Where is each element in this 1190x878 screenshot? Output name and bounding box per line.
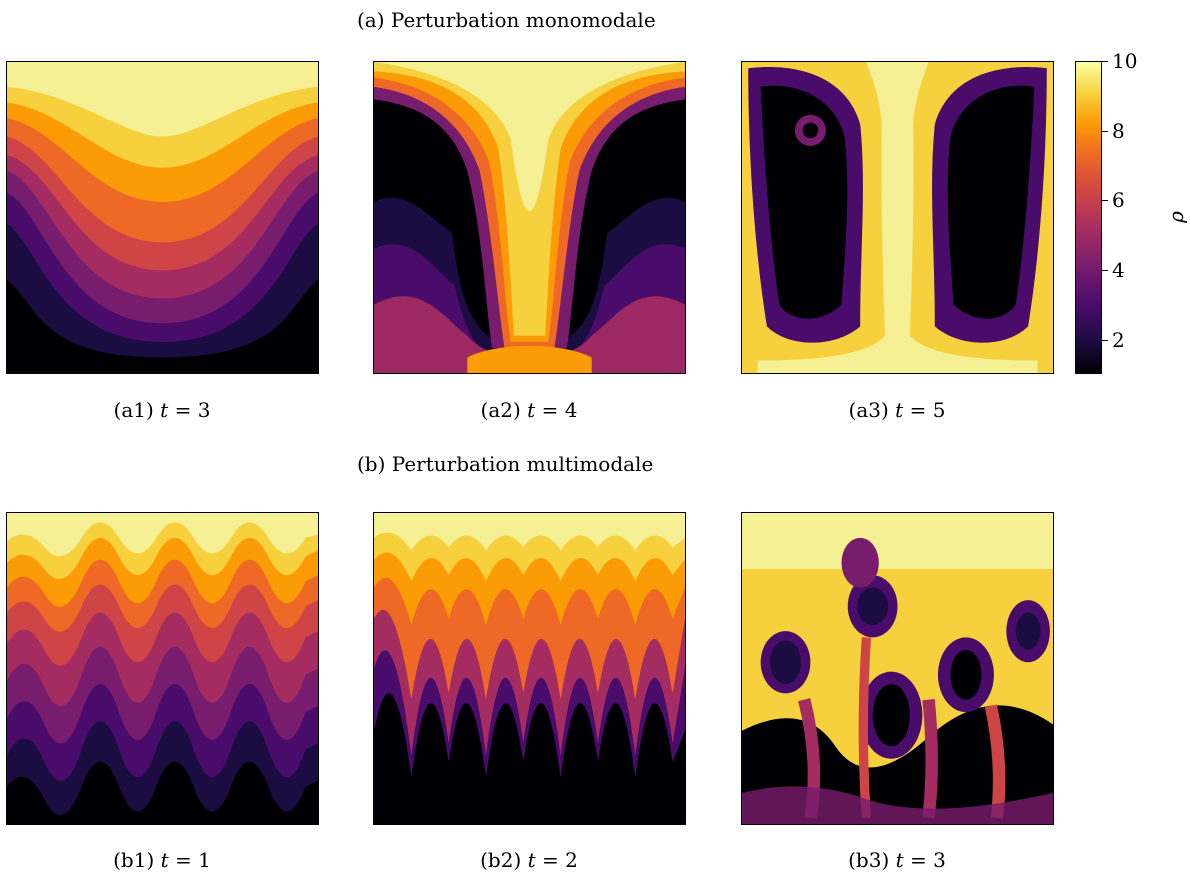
caption-b2-time: 2 (565, 848, 578, 872)
caption-b2-prefix: (b2) (480, 848, 522, 872)
caption-a3-var: t (895, 398, 904, 422)
colorbar-tick (1102, 200, 1108, 201)
caption-b3: (b3) t = 3 (848, 848, 946, 872)
colorbar-tick (1102, 270, 1108, 271)
caption-a1-prefix: (a1) (113, 398, 154, 422)
panel-a1 (6, 61, 319, 374)
caption-a2-prefix: (a2) (480, 398, 521, 422)
caption-b3-prefix: (b3) (848, 848, 890, 872)
panel-a2 (373, 61, 686, 374)
caption-b1-time: 1 (198, 848, 211, 872)
section-b-title: (b) Perturbation multimodale (357, 452, 654, 476)
caption-a2: (a2) t = 4 (480, 398, 578, 422)
caption-b1-var: t (160, 848, 169, 872)
section-a-title: (a) Perturbation monomodale (357, 8, 656, 32)
caption-a3: (a3) t = 5 (848, 398, 946, 422)
caption-a1: (a1) t = 3 (113, 398, 211, 422)
panel-a3 (741, 61, 1054, 374)
caption-a1-time: 3 (197, 398, 211, 422)
colorbar-tick-label: 6 (1112, 188, 1125, 212)
panel-b2 (373, 512, 686, 825)
caption-a1-var: t (160, 398, 169, 422)
caption-b1-prefix: (b1) (113, 848, 155, 872)
colorbar-tick (1102, 131, 1108, 132)
caption-b3-time: 3 (933, 848, 946, 872)
caption-b2: (b2) t = 2 (480, 848, 578, 872)
caption-b1: (b1) t = 1 (113, 848, 211, 872)
caption-b2-var: t (527, 848, 536, 872)
colorbar-tick (1102, 61, 1108, 62)
caption-a3-time: 5 (932, 398, 946, 422)
caption-b3-var: t (895, 848, 904, 872)
colorbar-tick-label: 2 (1112, 328, 1125, 352)
colorbar (1075, 61, 1102, 374)
colorbar-tick (1102, 340, 1108, 341)
caption-a3-prefix: (a3) (848, 398, 889, 422)
colorbar-tick-label: 8 (1112, 119, 1125, 143)
panel-b3 (741, 512, 1054, 825)
panel-b1 (6, 512, 319, 825)
caption-a2-time: 4 (564, 398, 578, 422)
caption-a2-var: t (527, 398, 536, 422)
colorbar-tick-label: 4 (1112, 258, 1125, 282)
colorbar-tick-label: 10 (1112, 49, 1138, 73)
colorbar-symbol: ρ (1163, 211, 1188, 223)
